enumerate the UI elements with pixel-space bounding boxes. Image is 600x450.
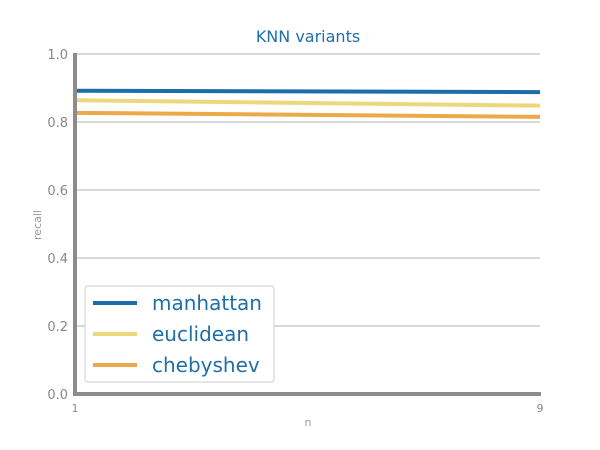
legend-label-euclidean: euclidean [152, 322, 249, 346]
y-axis-ticks: 0.0 0.2 0.4 0.6 0.8 1.0 [47, 48, 68, 403]
series-line-chebyshev [74, 110, 541, 119]
legend-label-chebyshev: chebyshev [152, 353, 260, 377]
x-axis-label: n [305, 416, 312, 429]
legend-box [84, 285, 275, 383]
y-tick-label: 0.4 [47, 252, 68, 267]
legend: manhattan euclidean chebyshev [84, 285, 275, 383]
chart-title: KNN variants [256, 27, 360, 46]
series-line-euclidean [74, 98, 541, 108]
x-tick-label: 1 [72, 402, 79, 415]
series-lines [74, 88, 541, 119]
y-tick-label: 0.0 [47, 388, 68, 403]
y-axis-label: recall [31, 210, 44, 240]
x-tick-label: 9 [537, 402, 544, 415]
y-tick-label: 0.2 [47, 320, 68, 335]
y-tick-label: 0.6 [47, 184, 68, 199]
y-tick-label: 0.8 [47, 116, 68, 131]
legend-label-manhattan: manhattan [152, 291, 262, 315]
y-tick-label: 1.0 [47, 48, 68, 63]
series-line-manhattan [74, 88, 541, 95]
